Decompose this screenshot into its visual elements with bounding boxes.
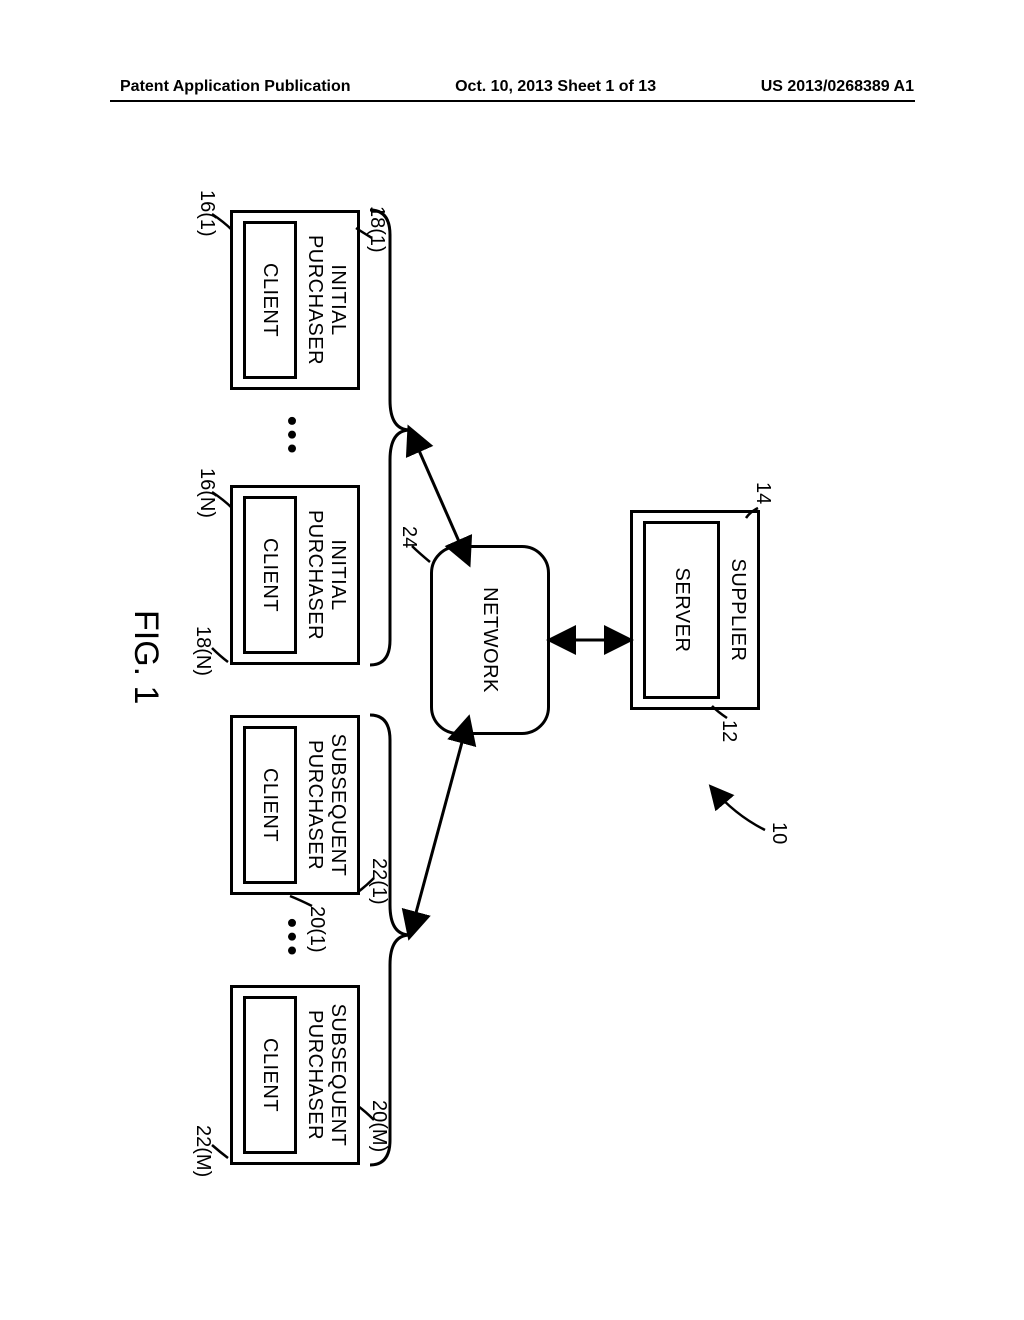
- header-center: Oct. 10, 2013 Sheet 1 of 13: [455, 78, 656, 96]
- initial-dots: •••: [276, 416, 308, 457]
- subsequent-top-outer-ref: 22(1): [367, 858, 390, 905]
- subsequent-purchaser-bottom-client-label: CLIENT: [259, 1038, 282, 1112]
- subsequent-dots: •••: [276, 918, 308, 959]
- initial-purchaser-bottom-client-label: CLIENT: [259, 538, 282, 612]
- supplier-outer-ref: 14: [751, 482, 774, 504]
- initial-purchaser-top-title: INITIAL PURCHASER: [303, 235, 349, 365]
- initial-top-outer-ref: 18(1): [365, 206, 388, 253]
- initial-purchaser-top-client-box: CLIENT: [243, 221, 297, 379]
- header-rule: [110, 100, 915, 102]
- network-box: NETWORK: [430, 545, 550, 735]
- subsequent-purchaser-top-client-label: CLIENT: [259, 768, 282, 842]
- subsequent-purchaser-top-title: SUBSEQUENT PURCHASER: [303, 734, 349, 877]
- initial-bottom-inner-ref: 16(N): [195, 468, 218, 518]
- initial-top-inner-ref: 16(1): [195, 190, 218, 237]
- subsequent-top-inner-ref: 20(1): [305, 906, 328, 953]
- initial-purchaser-bottom-title: INITIAL PURCHASER: [303, 510, 349, 640]
- subsequent-purchaser-bottom-title: SUBSEQUENT PURCHASER: [303, 1004, 349, 1147]
- subsequent-bottom-inner-ref: 20(M): [367, 1100, 390, 1152]
- system-ref: 10: [767, 822, 790, 844]
- page: Patent Application Publication Oct. 10, …: [0, 0, 1024, 1320]
- initial-bottom-outer-ref: 18(N): [191, 626, 214, 676]
- network-ref: 24: [397, 526, 420, 548]
- initial-purchaser-top-client-label: CLIENT: [259, 263, 282, 337]
- supplier-server-label: SERVER: [670, 568, 693, 653]
- figure-label: FIG. 1: [126, 610, 165, 704]
- subsequent-bottom-outer-ref: 22(M): [191, 1125, 214, 1177]
- subsequent-purchaser-top: SUBSEQUENT PURCHASER CLIENT: [230, 715, 360, 895]
- supplier-inner-ref: 12: [717, 720, 740, 742]
- subsequent-purchaser-bottom: SUBSEQUENT PURCHASER CLIENT: [230, 985, 360, 1165]
- diagram-area: SUPPLIER SERVER 14 12 10 NETWORK 24 INIT…: [110, 190, 790, 1170]
- page-header: Patent Application Publication Oct. 10, …: [0, 78, 1024, 96]
- initial-purchaser-top: INITIAL PURCHASER CLIENT: [230, 210, 360, 390]
- supplier-server-box: SERVER: [643, 521, 720, 699]
- supplier-title: SUPPLIER: [726, 559, 749, 662]
- network-label: NETWORK: [479, 587, 502, 693]
- subsequent-purchaser-bottom-client-box: CLIENT: [243, 996, 297, 1154]
- initial-purchaser-bottom: INITIAL PURCHASER CLIENT: [230, 485, 360, 665]
- header-left: Patent Application Publication: [120, 78, 351, 96]
- initial-purchaser-bottom-client-box: CLIENT: [243, 496, 297, 654]
- supplier-box: SUPPLIER SERVER: [630, 510, 760, 710]
- header-right: US 2013/0268389 A1: [761, 78, 914, 96]
- diagram-rotated: SUPPLIER SERVER 14 12 10 NETWORK 24 INIT…: [110, 190, 790, 1170]
- subsequent-purchaser-top-client-box: CLIENT: [243, 726, 297, 884]
